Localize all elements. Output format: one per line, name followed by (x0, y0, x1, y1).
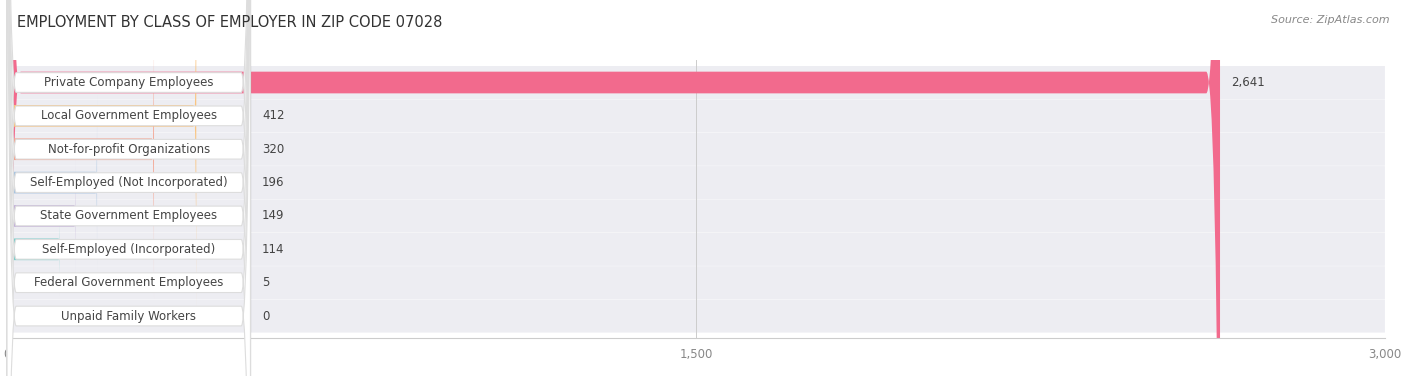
Text: Self-Employed (Not Incorporated): Self-Employed (Not Incorporated) (30, 176, 228, 189)
Text: Federal Government Employees: Federal Government Employees (34, 276, 224, 289)
FancyBboxPatch shape (7, 0, 197, 311)
FancyBboxPatch shape (7, 0, 250, 376)
Text: Unpaid Family Workers: Unpaid Family Workers (62, 309, 197, 323)
Text: 5: 5 (262, 276, 270, 289)
Text: Private Company Employees: Private Company Employees (44, 76, 214, 89)
FancyBboxPatch shape (7, 203, 59, 296)
Text: 2,641: 2,641 (1232, 76, 1265, 89)
Text: State Government Employees: State Government Employees (41, 209, 218, 223)
FancyBboxPatch shape (7, 152, 76, 280)
FancyBboxPatch shape (7, 0, 1220, 376)
FancyBboxPatch shape (7, 199, 1385, 232)
FancyBboxPatch shape (7, 233, 1385, 266)
FancyBboxPatch shape (7, 0, 250, 376)
Text: EMPLOYMENT BY CLASS OF EMPLOYER IN ZIP CODE 07028: EMPLOYMENT BY CLASS OF EMPLOYER IN ZIP C… (17, 15, 443, 30)
Text: 412: 412 (262, 109, 284, 122)
Text: Self-Employed (Incorporated): Self-Employed (Incorporated) (42, 243, 215, 256)
FancyBboxPatch shape (7, 0, 250, 376)
FancyBboxPatch shape (7, 0, 250, 376)
Text: 149: 149 (262, 209, 284, 223)
Text: 320: 320 (262, 143, 284, 156)
FancyBboxPatch shape (7, 0, 250, 376)
FancyBboxPatch shape (7, 0, 250, 376)
Text: Not-for-profit Organizations: Not-for-profit Organizations (48, 143, 209, 156)
Text: 114: 114 (262, 243, 284, 256)
FancyBboxPatch shape (7, 0, 250, 376)
FancyBboxPatch shape (7, 300, 1385, 332)
FancyBboxPatch shape (7, 133, 1385, 166)
FancyBboxPatch shape (7, 166, 1385, 199)
FancyBboxPatch shape (7, 66, 1385, 99)
FancyBboxPatch shape (7, 0, 250, 376)
Text: 196: 196 (262, 176, 284, 189)
Text: 0: 0 (262, 309, 270, 323)
FancyBboxPatch shape (7, 96, 97, 270)
FancyBboxPatch shape (7, 272, 10, 294)
Text: Source: ZipAtlas.com: Source: ZipAtlas.com (1271, 15, 1389, 25)
FancyBboxPatch shape (7, 99, 1385, 132)
FancyBboxPatch shape (7, 266, 1385, 299)
Text: Local Government Employees: Local Government Employees (41, 109, 217, 122)
FancyBboxPatch shape (7, 0, 155, 299)
